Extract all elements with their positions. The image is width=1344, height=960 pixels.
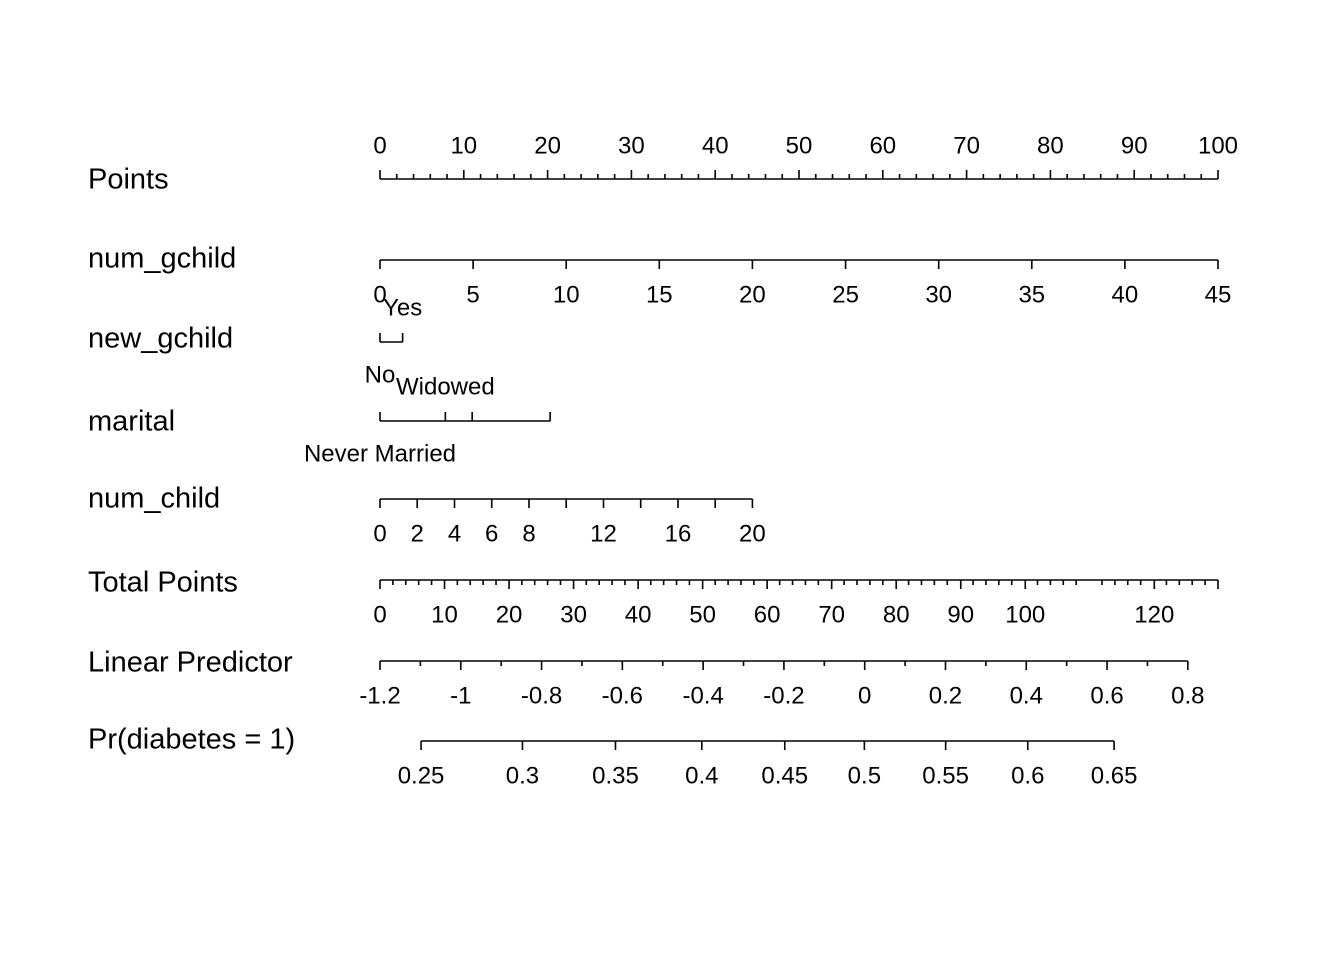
tick-label-total-points: 70 [818, 601, 845, 628]
tick-label-total-points: 120 [1134, 601, 1174, 628]
tick-label-points: 60 [869, 132, 896, 159]
tick-label-total-points: 50 [689, 601, 716, 628]
tick-label-total-points: 60 [754, 601, 781, 628]
level-label-yes: Yes [383, 294, 422, 321]
tick-label-num-gchild: 20 [739, 281, 766, 308]
row-label-num-gchild: num_gchild [88, 243, 236, 275]
tick-label-pr-diabetes-1: 0.4 [685, 762, 718, 789]
row-label-total-points: Total Points [88, 567, 238, 599]
tick-label-linear-predictor: -0.4 [682, 682, 723, 709]
tick-label-num-gchild: 45 [1205, 281, 1232, 308]
tick-label-points: 90 [1121, 132, 1148, 159]
tick-label-total-points: 0 [373, 601, 386, 628]
level-label-never-married: Never Married [304, 440, 456, 467]
level-label-widowed: Widowed [396, 373, 495, 400]
tick-label-linear-predictor: -0.6 [602, 682, 643, 709]
tick-label-num-gchild: 40 [1112, 281, 1139, 308]
tick-label-points: 100 [1198, 132, 1238, 159]
tick-label-num-gchild: 25 [832, 281, 859, 308]
tick-label-points: 70 [953, 132, 980, 159]
tick-label-points: 10 [450, 132, 477, 159]
row-label-new-gchild: new_gchild [88, 323, 233, 355]
tick-label-linear-predictor: -0.2 [763, 682, 804, 709]
tick-label-total-points: 40 [625, 601, 652, 628]
tick-label-total-points: 100 [1005, 601, 1045, 628]
tick-label-num-gchild: 35 [1018, 281, 1045, 308]
tick-label-num-gchild: 15 [646, 281, 673, 308]
tick-label-num-child: 6 [485, 520, 498, 547]
tick-label-pr-diabetes-1: 0.55 [922, 762, 969, 789]
tick-label-pr-diabetes-1: 0.25 [398, 762, 445, 789]
tick-label-num-child: 20 [739, 520, 766, 547]
tick-label-total-points: 10 [431, 601, 458, 628]
tick-label-pr-diabetes-1: 0.6 [1011, 762, 1044, 789]
tick-label-num-child: 8 [522, 520, 535, 547]
tick-label-num-child: 4 [448, 520, 461, 547]
tick-label-total-points: 20 [496, 601, 523, 628]
tick-label-total-points: 90 [947, 601, 974, 628]
tick-label-num-gchild: 10 [553, 281, 580, 308]
tick-label-pr-diabetes-1: 0.65 [1091, 762, 1138, 789]
tick-label-points: 40 [702, 132, 729, 159]
row-label-num-child: num_child [88, 483, 220, 515]
tick-label-points: 50 [786, 132, 813, 159]
tick-label-num-gchild: 30 [925, 281, 952, 308]
tick-label-num-gchild: 5 [466, 281, 479, 308]
tick-label-pr-diabetes-1: 0.45 [761, 762, 808, 789]
row-label-points: Points [88, 164, 169, 196]
tick-label-num-child: 12 [590, 520, 617, 547]
tick-label-points: 80 [1037, 132, 1064, 159]
tick-label-total-points: 30 [560, 601, 587, 628]
level-label-no: No [365, 361, 396, 388]
tick-label-num-gchild: 0 [373, 281, 386, 308]
tick-label-num-child: 0 [373, 520, 386, 547]
tick-label-linear-predictor: 0.8 [1171, 682, 1204, 709]
row-label-linear-predictor: Linear Predictor [88, 647, 293, 679]
tick-label-linear-predictor: -0.8 [521, 682, 562, 709]
tick-label-points: 20 [534, 132, 561, 159]
tick-label-pr-diabetes-1: 0.3 [506, 762, 539, 789]
tick-label-total-points: 80 [883, 601, 910, 628]
row-label-pr-diabetes-1: Pr(diabetes = 1) [88, 724, 295, 756]
tick-label-pr-diabetes-1: 0.35 [592, 762, 639, 789]
tick-label-num-child: 2 [411, 520, 424, 547]
tick-label-linear-predictor: -1 [450, 682, 471, 709]
tick-label-pr-diabetes-1: 0.5 [848, 762, 881, 789]
tick-label-num-child: 16 [665, 520, 692, 547]
tick-label-linear-predictor: 0.6 [1090, 682, 1123, 709]
tick-label-points: 0 [373, 132, 386, 159]
tick-label-linear-predictor: 0.2 [929, 682, 962, 709]
tick-label-linear-predictor: 0 [858, 682, 871, 709]
tick-label-linear-predictor: 0.4 [1010, 682, 1043, 709]
tick-label-linear-predictor: -1.2 [359, 682, 400, 709]
row-label-marital: marital [88, 406, 175, 438]
tick-label-points: 30 [618, 132, 645, 159]
